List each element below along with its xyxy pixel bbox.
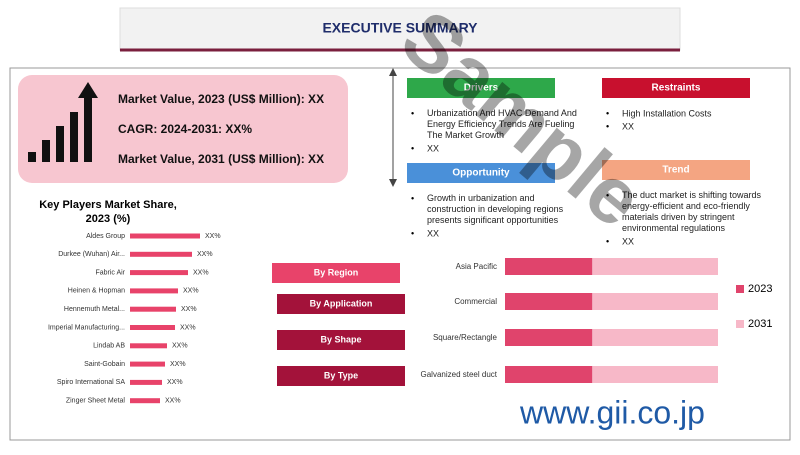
player-name: Aldes Group xyxy=(86,233,125,240)
segment-button[interactable] xyxy=(277,330,405,350)
share-bar xyxy=(130,288,178,294)
stack-segment xyxy=(592,329,718,346)
panel-heading: Opportunity xyxy=(452,168,510,179)
bullet: • xyxy=(411,143,414,153)
share-label: XX% xyxy=(197,251,213,258)
panel-item: XX xyxy=(622,236,634,246)
share-label: XX% xyxy=(181,306,197,313)
share-bar xyxy=(130,361,165,367)
segment-label: By Shape xyxy=(320,334,361,344)
category-label: Commercial xyxy=(454,297,497,306)
panel-heading-bg xyxy=(602,160,750,180)
player-name: Spiro International SA xyxy=(57,379,125,386)
panel-item: XX xyxy=(427,228,439,238)
stack-segment xyxy=(592,366,718,383)
highlight-box xyxy=(18,75,348,183)
player-name: Imperial Manufacturing... xyxy=(48,324,125,331)
share-bar xyxy=(130,325,175,330)
panel-item: Growth in urbanization and construction i… xyxy=(427,193,564,225)
category-label: Galvanized steel duct xyxy=(421,370,498,379)
bullet: • xyxy=(411,228,414,238)
panel-heading-bg xyxy=(407,78,555,98)
share-label: XX% xyxy=(165,398,181,405)
segment-button[interactable] xyxy=(277,294,405,314)
legend-swatch xyxy=(736,320,744,328)
panel-item: The duct market is shifting towards energ… xyxy=(622,190,762,233)
legend-swatch xyxy=(736,285,744,293)
highlight: CAGR: 2024-2031: XX% xyxy=(118,122,252,136)
panel-heading-bg xyxy=(407,163,555,183)
players-title: Key Players Market Share, xyxy=(39,199,177,211)
segment-label: By Region xyxy=(314,267,359,277)
stack-segment xyxy=(592,293,718,310)
segment-button[interactable] xyxy=(277,366,405,386)
frame xyxy=(9,67,791,441)
stack-segment xyxy=(505,293,593,310)
arrow-head xyxy=(389,179,397,187)
legend-label: 2023 xyxy=(748,283,772,295)
bullet: • xyxy=(606,190,609,200)
share-bar xyxy=(130,270,188,276)
panel-heading-bg xyxy=(602,78,750,98)
footer-url: www.gii.co.jp xyxy=(519,394,705,430)
player-name: Zinger Sheet Metal xyxy=(66,398,126,405)
share-label: XX% xyxy=(193,269,209,276)
player-name: Saint-Gobain xyxy=(84,361,125,368)
share-label: XX% xyxy=(183,288,199,295)
share-label: XX% xyxy=(167,379,183,386)
stack-segment xyxy=(505,329,593,346)
panel-item: Urbanization And HVAC Demand And Energy E… xyxy=(427,108,577,140)
segment-label: By Application xyxy=(310,298,373,308)
title-banner xyxy=(119,7,681,51)
legend-label: 2031 xyxy=(748,318,772,330)
growth-icon xyxy=(28,82,98,162)
player-name: Fabric Air xyxy=(95,269,125,276)
stack-segment xyxy=(505,366,593,383)
bullet: • xyxy=(606,121,609,131)
panel-heading: Trend xyxy=(662,165,689,176)
share-label: XX% xyxy=(170,361,186,368)
share-bar xyxy=(130,306,176,312)
share-bar xyxy=(130,233,200,239)
player-name: Durkee (Wuhan) Air... xyxy=(58,251,125,258)
panel-heading: Drivers xyxy=(464,83,499,94)
panel-item: XX xyxy=(427,143,439,153)
stack-segment xyxy=(505,258,593,275)
stack-segment xyxy=(592,258,718,275)
category-label: Square/Rectangle xyxy=(433,333,498,342)
share-bar xyxy=(130,251,192,257)
panel-item: XX xyxy=(622,121,634,131)
player-name: Heinen & Hopman xyxy=(68,288,125,295)
player-name: Hennemuth Metal... xyxy=(64,306,125,313)
highlight: Market Value, 2031 (US$ Million): XX xyxy=(118,152,324,166)
arrow-head xyxy=(389,68,397,76)
title: EXECUTIVE SUMMARY xyxy=(322,20,478,36)
players-title: 2023 (%) xyxy=(86,213,131,225)
highlight: Market Value, 2023 (US$ Million): XX xyxy=(118,92,324,106)
segment-label: By Type xyxy=(324,370,358,380)
share-label: XX% xyxy=(180,324,196,331)
bullet: • xyxy=(411,108,414,118)
share-label: XX% xyxy=(172,343,188,350)
bullet: • xyxy=(411,193,414,203)
share-bar xyxy=(130,398,160,404)
segment-button[interactable] xyxy=(272,263,400,283)
panel-heading: Restraints xyxy=(652,83,701,94)
panel-item: High Installation Costs xyxy=(622,108,712,118)
bullet: • xyxy=(606,108,609,118)
share-label: XX% xyxy=(205,233,221,240)
category-label: Asia Pacific xyxy=(456,262,497,271)
share-bar xyxy=(130,379,162,385)
player-name: Lindab AB xyxy=(93,343,125,350)
share-bar xyxy=(130,343,167,349)
bullet: • xyxy=(606,236,609,246)
